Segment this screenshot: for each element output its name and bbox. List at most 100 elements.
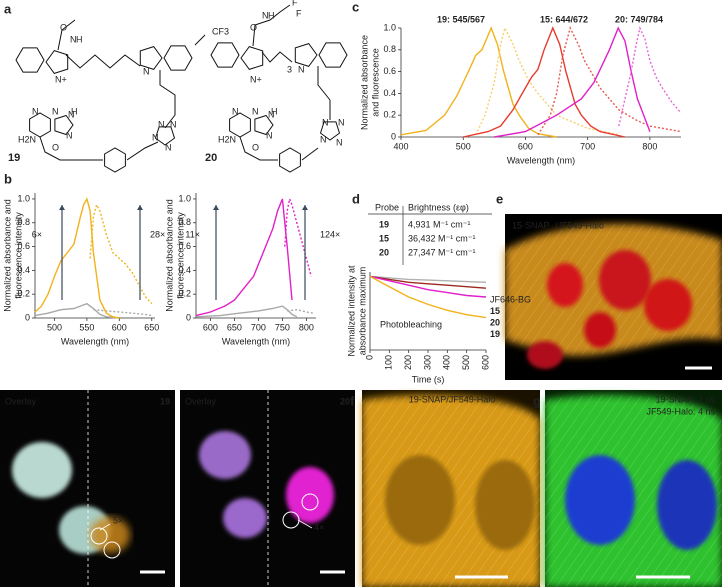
atom-label: N	[52, 106, 59, 116]
bond	[57, 19, 76, 51]
panel-letter: a	[4, 1, 12, 16]
image-label: 20	[340, 396, 350, 406]
atom-label: O	[250, 22, 257, 32]
atom-label: N	[298, 64, 305, 74]
atom-label: O	[52, 142, 59, 152]
x-tick-label: 500	[47, 322, 62, 332]
annotation: Photobleaching	[380, 319, 442, 329]
y-tick-label: 1.0	[383, 22, 396, 32]
legend-label: JF646-BG	[490, 294, 531, 304]
atom-label: N+	[55, 74, 67, 84]
x-tick-label: 650	[144, 322, 159, 332]
x-tick-label: 0	[364, 355, 374, 360]
annotation: 15: 644/672	[540, 14, 588, 24]
atom-label: H	[76, 34, 83, 44]
bond	[159, 70, 176, 129]
compound-label: 20	[205, 152, 217, 164]
panel-letter: b	[4, 171, 12, 186]
series-line	[34, 197, 120, 319]
annotation: 124×	[320, 229, 340, 239]
image-label: 19-SNAP/JF549-Halo	[409, 394, 496, 404]
atom-label: N	[338, 117, 345, 127]
series-line	[618, 25, 682, 127]
bond	[252, 4, 291, 47]
table-header: Brightness (εφ)	[408, 202, 469, 212]
ring	[154, 126, 176, 146]
image-overlay-19	[0, 390, 175, 587]
atom-label: N	[336, 137, 343, 147]
bond	[126, 141, 159, 161]
y-tick-label: 0.8	[17, 217, 30, 227]
table-cell: 4,931 M⁻¹ cm⁻¹	[408, 219, 471, 229]
series-line	[463, 26, 626, 138]
pointer	[297, 519, 313, 529]
ring	[254, 114, 274, 136]
panel-letter: d	[352, 191, 360, 206]
panel-letter: c	[352, 0, 359, 14]
ring	[45, 50, 69, 74]
atom-label: N	[262, 10, 269, 20]
bond	[301, 147, 319, 161]
atom-label: 3	[287, 64, 292, 74]
atom-label: N	[170, 119, 177, 129]
arrow-head	[59, 205, 65, 210]
atom-label: N	[143, 66, 150, 76]
y-tick-label: 0.4	[178, 265, 191, 275]
arrow-head	[137, 205, 143, 210]
atom-label: O	[60, 22, 67, 32]
atom-label: O	[252, 142, 259, 152]
series-line	[400, 26, 557, 138]
bond	[194, 34, 206, 46]
x-tick-label: 400	[442, 355, 452, 370]
panel-letter: f	[350, 393, 355, 408]
x-tick-label: 800	[642, 141, 657, 151]
legend-label: 20	[490, 317, 500, 327]
y-axis-label: fluorescence intensity	[175, 212, 185, 299]
annotation: 11×	[185, 229, 200, 239]
atom-label: N	[322, 117, 329, 127]
image-label: 4×	[314, 522, 324, 532]
x-tick-label: 300	[422, 355, 432, 370]
y-tick-label: 0.4	[383, 88, 396, 98]
image-label: Overlay	[5, 396, 37, 406]
arrow-head	[213, 205, 219, 210]
atom-label: F	[292, 0, 298, 7]
table-cell: 15	[379, 233, 389, 243]
table-header: Probe	[375, 202, 399, 212]
atom-label: H2N	[18, 134, 36, 144]
bond	[65, 54, 141, 69]
x-tick-label: 400	[393, 141, 408, 151]
table-cell: 36,432 M⁻¹ cm⁻¹	[408, 233, 476, 243]
image-label: Overlay	[185, 396, 217, 406]
x-tick-label: 600	[203, 322, 218, 332]
annotation: 20: 749/784	[615, 14, 663, 24]
series-line	[369, 275, 487, 283]
x-tick-label: 700	[580, 141, 595, 151]
ring	[54, 114, 74, 136]
image-label: 19-SNAP: 2 ns	[655, 394, 715, 404]
x-tick-label: 650	[227, 322, 242, 332]
table-cell: 19	[379, 219, 389, 229]
series-line	[369, 275, 487, 289]
atom-label: H	[271, 106, 278, 116]
y-tick-label: 0.6	[383, 66, 396, 76]
atom-label: CF3	[212, 26, 229, 36]
y-axis-label: and fluorescence	[370, 48, 380, 117]
y-tick-label: 0.8	[178, 217, 191, 227]
x-tick-label: 600	[480, 355, 490, 370]
series-line	[287, 308, 314, 314]
atom-label: H2N	[218, 134, 236, 144]
x-axis-label: Wavelength (nm)	[222, 336, 290, 346]
y-axis-label: absorbance maximum	[357, 267, 367, 356]
atom-label: N	[158, 119, 165, 129]
image-e	[505, 214, 722, 380]
ring	[279, 147, 301, 173]
image-label: /JF549-Halo	[555, 220, 604, 230]
x-tick-label: 700	[251, 322, 266, 332]
atom-label: N	[68, 109, 75, 119]
series-line	[537, 26, 682, 136]
legend-label: 15	[490, 306, 500, 316]
annotation: 6×	[32, 229, 42, 239]
legend-label: 19	[490, 329, 500, 339]
atom-label: H	[71, 106, 78, 116]
